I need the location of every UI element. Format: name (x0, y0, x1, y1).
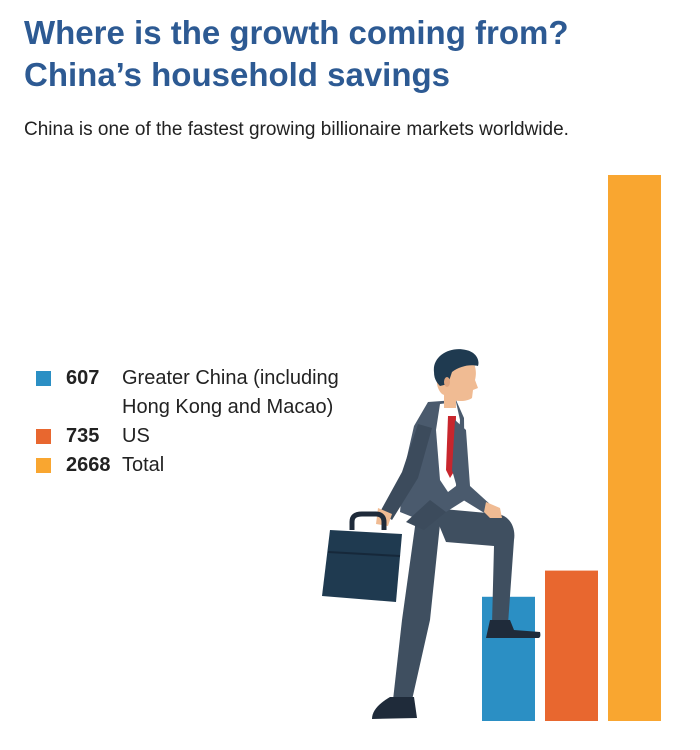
page-title: Where is the growth coming from? China’s… (24, 12, 684, 96)
chart-bars (482, 175, 661, 721)
legend-swatch-us (36, 429, 51, 444)
legend-value-total: 2668 (66, 454, 111, 476)
legend-value-greater-china: 607 (66, 367, 100, 389)
legend-item-total: 2668 Total (36, 451, 356, 480)
legend-swatch-greater-china (36, 371, 51, 386)
legend-item-us: 735 US (36, 422, 356, 451)
chart-legend: 607 Greater China (including Hong Kong a… (36, 364, 356, 480)
bar-greater-china (482, 596, 535, 721)
title-line-2: China’s household savings (24, 56, 451, 93)
subtitle: China is one of the fastest growing bill… (24, 119, 569, 140)
legend-label-us: US (122, 425, 150, 447)
businessman-stepping-up-illustration (322, 349, 541, 719)
bar-total (608, 175, 661, 721)
legend-value-us: 735 (66, 425, 100, 447)
legend-label-greater-china: Greater China (including Hong Kong and M… (122, 367, 339, 418)
legend-swatch-total (36, 458, 51, 473)
legend-label-total: Total (122, 454, 165, 476)
bar-us (545, 570, 598, 721)
legend-item-greater-china: 607 Greater China (including Hong Kong a… (36, 364, 356, 422)
title-line-1: Where is the growth coming from? (24, 14, 569, 51)
